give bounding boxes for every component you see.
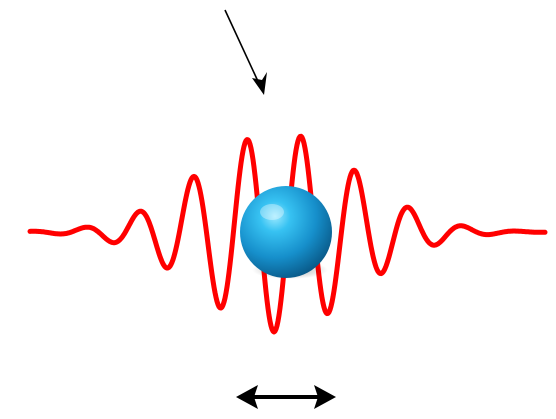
incoming-arrow <box>224 9 267 95</box>
particle-sphere <box>240 186 332 279</box>
double-headed-arrow <box>236 385 336 409</box>
